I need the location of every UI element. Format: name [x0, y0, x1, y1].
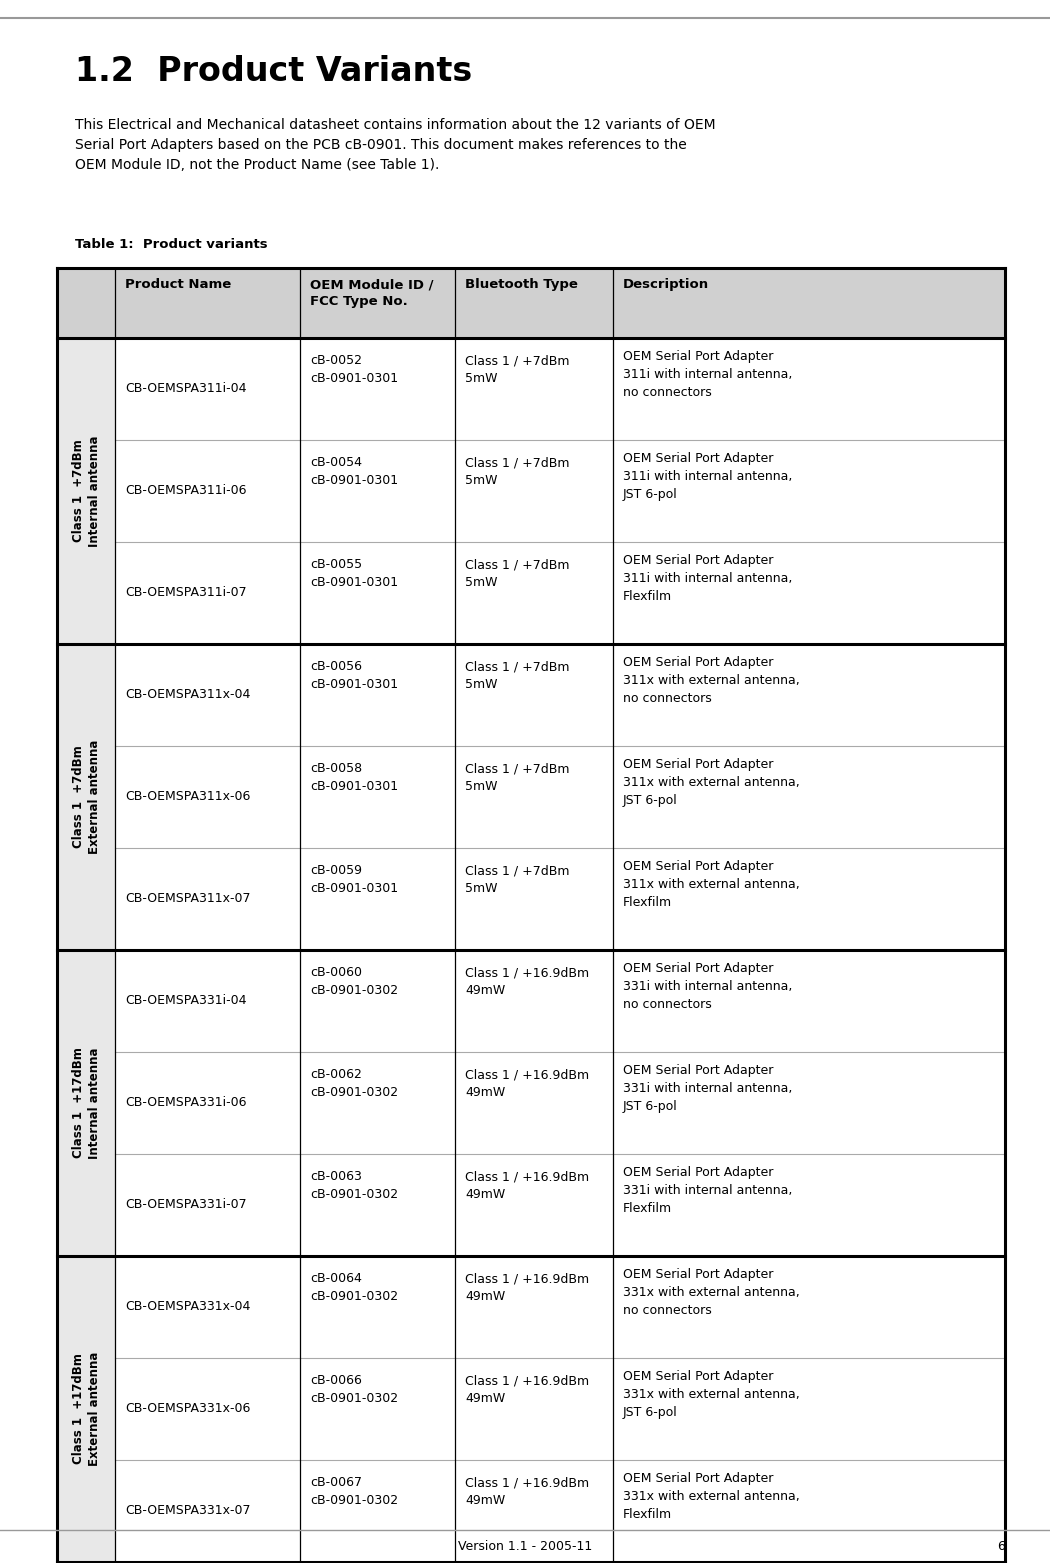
- Text: OEM Serial Port Adapter
331x with external antenna,
Flexfilm: OEM Serial Port Adapter 331x with extern…: [623, 1472, 800, 1521]
- Text: CB-OEMSPA331i-07: CB-OEMSPA331i-07: [125, 1199, 247, 1211]
- Text: cB-0064
cB-0901-0302: cB-0064 cB-0901-0302: [310, 1272, 398, 1304]
- Text: CB-OEMSPA311x-06: CB-OEMSPA311x-06: [125, 791, 250, 803]
- Text: Bluetooth Type: Bluetooth Type: [465, 278, 578, 291]
- Text: cB-0062
cB-0901-0302: cB-0062 cB-0901-0302: [310, 1068, 398, 1099]
- Text: Class 1 / +16.9dBm
49mW: Class 1 / +16.9dBm 49mW: [465, 1475, 589, 1507]
- Text: cB-0058
cB-0901-0301: cB-0058 cB-0901-0301: [310, 763, 398, 794]
- Bar: [57, 1257, 1005, 1561]
- Text: OEM Serial Port Adapter
311x with external antenna,
no connectors: OEM Serial Port Adapter 311x with extern…: [623, 656, 800, 705]
- Text: Class 1 / +7dBm
5mW: Class 1 / +7dBm 5mW: [465, 456, 569, 488]
- Text: Class 1 / +7dBm
5mW: Class 1 / +7dBm 5mW: [465, 353, 569, 386]
- Bar: [57, 950, 1005, 1257]
- Text: Description: Description: [623, 278, 709, 291]
- Bar: [116, 950, 1005, 1257]
- Text: Class 1 / +16.9dBm
49mW: Class 1 / +16.9dBm 49mW: [465, 966, 589, 997]
- Text: OEM Serial Port Adapter
311x with external antenna,
Flexfilm: OEM Serial Port Adapter 311x with extern…: [623, 860, 800, 910]
- Text: 1.2  Product Variants: 1.2 Product Variants: [75, 55, 472, 88]
- Text: cB-0052
cB-0901-0301: cB-0052 cB-0901-0301: [310, 353, 398, 386]
- Text: OEM Serial Port Adapter
311i with internal antenna,
Flexfilm: OEM Serial Port Adapter 311i with intern…: [623, 553, 793, 603]
- Text: CB-OEMSPA331i-06: CB-OEMSPA331i-06: [125, 1097, 247, 1110]
- Text: cB-0063
cB-0901-0302: cB-0063 cB-0901-0302: [310, 1171, 398, 1202]
- Bar: [57, 644, 1005, 950]
- Text: CB-OEMSPA311i-04: CB-OEMSPA311i-04: [125, 383, 247, 395]
- Text: Class 1 / +7dBm
5mW: Class 1 / +7dBm 5mW: [465, 558, 569, 589]
- Text: cB-0067
cB-0901-0302: cB-0067 cB-0901-0302: [310, 1475, 398, 1507]
- Text: Version 1.1 - 2005-11: Version 1.1 - 2005-11: [458, 1540, 592, 1554]
- Text: Class 1 / +16.9dBm
49mW: Class 1 / +16.9dBm 49mW: [465, 1272, 589, 1304]
- Text: Class 1  +7dBm
External antenna: Class 1 +7dBm External antenna: [71, 739, 101, 855]
- Text: CB-OEMSPA331i-04: CB-OEMSPA331i-04: [125, 994, 247, 1008]
- Text: cB-0055
cB-0901-0301: cB-0055 cB-0901-0301: [310, 558, 398, 589]
- Text: OEM Serial Port Adapter
311i with internal antenna,
JST 6-pol: OEM Serial Port Adapter 311i with intern…: [623, 452, 793, 502]
- Text: Class 1  +17dBm
External antenna: Class 1 +17dBm External antenna: [71, 1352, 101, 1466]
- Text: Product Name: Product Name: [125, 278, 231, 291]
- Text: cB-0066
cB-0901-0302: cB-0066 cB-0901-0302: [310, 1374, 398, 1405]
- Text: Class 1 / +16.9dBm
49mW: Class 1 / +16.9dBm 49mW: [465, 1374, 589, 1405]
- Text: OEM Serial Port Adapter
311i with internal antenna,
no connectors: OEM Serial Port Adapter 311i with intern…: [623, 350, 793, 399]
- Text: cB-0056
cB-0901-0301: cB-0056 cB-0901-0301: [310, 660, 398, 691]
- Text: OEM Module ID /
FCC Type No.: OEM Module ID / FCC Type No.: [310, 278, 434, 308]
- Text: Class 1 / +7dBm
5mW: Class 1 / +7dBm 5mW: [465, 864, 569, 896]
- Text: Class 1 / +16.9dBm
49mW: Class 1 / +16.9dBm 49mW: [465, 1171, 589, 1202]
- Text: 6: 6: [998, 1540, 1005, 1554]
- Bar: [116, 1257, 1005, 1561]
- Bar: [116, 338, 1005, 644]
- Text: Class 1 / +7dBm
5mW: Class 1 / +7dBm 5mW: [465, 660, 569, 691]
- Text: CB-OEMSPA311x-07: CB-OEMSPA311x-07: [125, 892, 251, 905]
- Text: cB-0059
cB-0901-0301: cB-0059 cB-0901-0301: [310, 864, 398, 896]
- Bar: [116, 644, 1005, 950]
- Text: CB-OEMSPA311x-04: CB-OEMSPA311x-04: [125, 688, 250, 702]
- Text: Class 1 / +16.9dBm
49mW: Class 1 / +16.9dBm 49mW: [465, 1068, 589, 1099]
- Text: OEM Serial Port Adapter
331x with external antenna,
no connectors: OEM Serial Port Adapter 331x with extern…: [623, 1268, 800, 1318]
- Text: Table 1:  Product variants: Table 1: Product variants: [75, 238, 268, 252]
- Text: CB-OEMSPA331x-06: CB-OEMSPA331x-06: [125, 1402, 250, 1416]
- Text: cB-0060
cB-0901-0302: cB-0060 cB-0901-0302: [310, 966, 398, 997]
- Bar: [57, 267, 1005, 338]
- Text: This Electrical and Mechanical datasheet contains information about the 12 varia: This Electrical and Mechanical datasheet…: [75, 117, 716, 172]
- Text: Class 1  +7dBm
Internal antenna: Class 1 +7dBm Internal antenna: [71, 435, 101, 547]
- Text: OEM Serial Port Adapter
311x with external antenna,
JST 6-pol: OEM Serial Port Adapter 311x with extern…: [623, 758, 800, 807]
- Text: CB-OEMSPA311i-06: CB-OEMSPA311i-06: [125, 485, 247, 497]
- Text: OEM Serial Port Adapter
331i with internal antenna,
JST 6-pol: OEM Serial Port Adapter 331i with intern…: [623, 1064, 793, 1113]
- Text: Class 1 / +7dBm
5mW: Class 1 / +7dBm 5mW: [465, 763, 569, 794]
- Text: Class 1  +17dBm
Internal antenna: Class 1 +17dBm Internal antenna: [71, 1047, 101, 1158]
- Text: CB-OEMSPA331x-04: CB-OEMSPA331x-04: [125, 1300, 250, 1313]
- Text: cB-0054
cB-0901-0301: cB-0054 cB-0901-0301: [310, 456, 398, 488]
- Bar: [57, 338, 1005, 644]
- Text: OEM Serial Port Adapter
331i with internal antenna,
Flexfilm: OEM Serial Port Adapter 331i with intern…: [623, 1166, 793, 1214]
- Text: OEM Serial Port Adapter
331i with internal antenna,
no connectors: OEM Serial Port Adapter 331i with intern…: [623, 961, 793, 1011]
- Text: CB-OEMSPA331x-07: CB-OEMSPA331x-07: [125, 1505, 251, 1518]
- Text: CB-OEMSPA311i-07: CB-OEMSPA311i-07: [125, 586, 247, 600]
- Text: OEM Serial Port Adapter
331x with external antenna,
JST 6-pol: OEM Serial Port Adapter 331x with extern…: [623, 1371, 800, 1419]
